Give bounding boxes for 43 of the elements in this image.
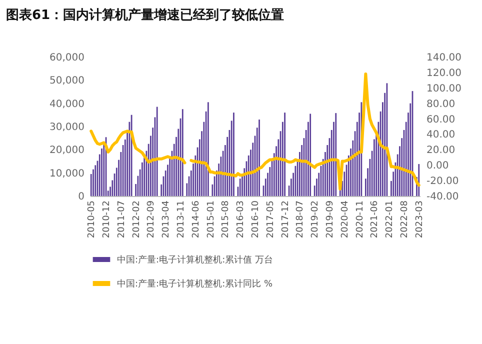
- y2-tick-label: -40.00: [426, 192, 459, 202]
- y-tick-label: 20,000: [50, 145, 84, 156]
- x-tick-label: 2015-08: [221, 200, 232, 238]
- y2-tick-label: 80.00: [426, 98, 456, 110]
- x-tick-label: 2012-02: [132, 200, 142, 238]
- x-tick-label: 2018-07: [296, 200, 306, 238]
- y2-tick-label: 140.00: [426, 52, 462, 64]
- y2-tick-label: 40.00: [426, 130, 456, 141]
- x-tick-label: 2015-01: [206, 200, 216, 238]
- x-tick-label: 2022-01: [385, 200, 396, 238]
- x-tick-label: 2010-12: [102, 200, 112, 238]
- y2-tick-label: -20.00: [426, 176, 459, 188]
- x-tick-label: 2020-11: [355, 200, 366, 238]
- y2-tick-label: 120.00: [426, 68, 462, 79]
- x-tick-label: 2011-07: [116, 200, 127, 238]
- x-tick-label: 2013-04: [162, 200, 172, 238]
- y2-tick-label: 60.00: [426, 114, 456, 126]
- y-tick-label: 0: [78, 192, 84, 202]
- x-tick-label: 2013-11: [176, 200, 187, 238]
- x-tick-label: 2012-09: [146, 200, 157, 238]
- y2-tick-label: 0.00: [426, 160, 449, 172]
- y-tick-label: 10,000: [50, 168, 84, 180]
- x-tick-label: 2014-06: [191, 200, 202, 238]
- x-tick-label: 2019-02: [310, 200, 321, 238]
- x-tick-label: 2016-03: [236, 200, 246, 238]
- x-tick-label: 2017-12: [280, 200, 291, 238]
- legend-label: 中国:产量:电子计算机整机:累计值 万台: [117, 254, 273, 266]
- x-tick-label: 2010-05: [87, 200, 98, 238]
- legend-label: 中国:产量:电子计算机整机:累计同比 %: [117, 278, 273, 290]
- x-tick-label: 2017-05: [266, 200, 276, 238]
- x-tick-label: 2022-08: [400, 200, 410, 238]
- y2-tick-label: 20.00: [426, 145, 456, 156]
- x-tick-label: 2021-06: [370, 200, 380, 238]
- y-tick-label: 60,000: [50, 52, 84, 64]
- y-tick-label: 40,000: [50, 98, 84, 110]
- y-tick-label: 50,000: [50, 76, 84, 87]
- y-tick-label: 30,000: [50, 122, 84, 133]
- x-tick-label: 2020-04: [340, 200, 350, 238]
- chart-title: 图表61：国内计算机产量增速已经到了较低位置: [6, 7, 284, 23]
- x-tick-label: 2016-10: [251, 200, 261, 238]
- x-tick-label: 2023-03: [414, 200, 425, 238]
- x-tick-label: 2019-09: [325, 200, 336, 238]
- y2-tick-label: 100.00: [426, 83, 462, 94]
